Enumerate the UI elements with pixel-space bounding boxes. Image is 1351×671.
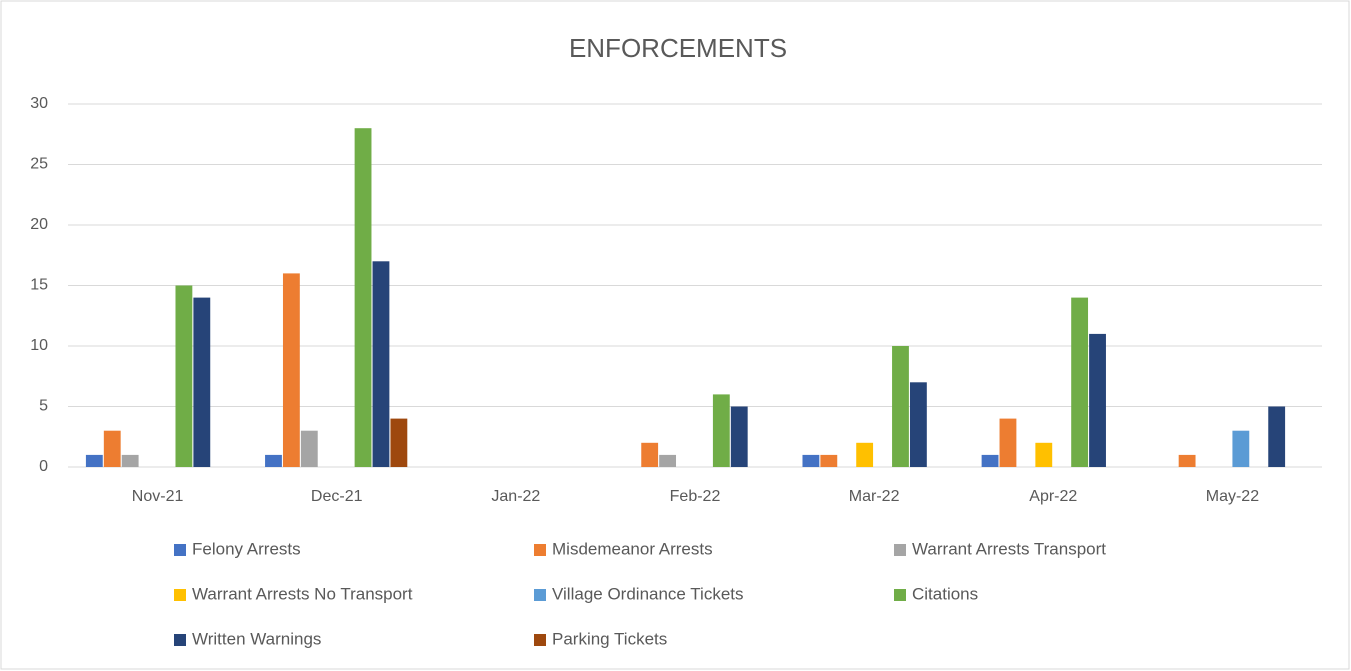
y-tick-label: 15 — [30, 277, 48, 294]
x-tick-label: May-22 — [1206, 488, 1259, 505]
x-tick-label: Mar-22 — [849, 488, 900, 505]
y-tick-label: 5 — [39, 398, 48, 415]
bar — [892, 346, 909, 467]
bar — [193, 297, 211, 467]
bar — [802, 454, 820, 467]
x-tick-label: Apr-22 — [1029, 488, 1077, 505]
legend-label: Warrant Arrests No Transport — [192, 584, 413, 603]
legend-swatch — [534, 634, 546, 646]
bar — [641, 442, 659, 467]
y-tick-label: 10 — [30, 337, 48, 354]
legend-swatch — [534, 589, 546, 601]
bar — [856, 442, 874, 467]
bar — [300, 430, 318, 467]
legend-label: Village Ordinance Tickets — [552, 584, 744, 603]
bar — [1071, 297, 1089, 467]
bar — [1232, 430, 1250, 467]
legend-label: Felony Arrests — [192, 539, 301, 558]
legend-swatch — [174, 634, 186, 646]
x-tick-label: Jan-22 — [491, 488, 540, 505]
bar — [712, 394, 730, 467]
legend-swatch — [534, 544, 546, 556]
bar — [999, 418, 1017, 467]
legend-swatch — [894, 544, 906, 556]
x-tick-label: Feb-22 — [670, 488, 721, 505]
bar — [390, 418, 408, 467]
bar — [282, 273, 300, 467]
y-tick-label: 0 — [39, 458, 48, 475]
bar — [981, 454, 999, 467]
legend-label: Written Warnings — [192, 629, 321, 648]
y-tick-label: 20 — [30, 216, 48, 233]
legend-label: Misdemeanor Arrests — [552, 539, 713, 558]
legend-swatch — [894, 589, 906, 601]
bar — [820, 454, 838, 467]
bar — [372, 261, 390, 467]
y-tick-label: 30 — [30, 95, 48, 112]
bar — [1178, 454, 1196, 467]
bar — [354, 128, 372, 467]
y-tick-label: 25 — [30, 156, 48, 173]
x-tick-label: Dec-21 — [311, 488, 363, 505]
bar — [1268, 406, 1286, 467]
bar — [265, 454, 282, 467]
legend-label: Citations — [912, 584, 978, 603]
bar — [1035, 442, 1053, 467]
x-tick-label: Nov-21 — [132, 488, 184, 505]
bar — [121, 454, 139, 467]
chart-title: ENFORCEMENTS — [569, 33, 787, 63]
bar — [85, 454, 103, 467]
bar — [103, 430, 121, 467]
legend-swatch — [174, 589, 186, 601]
bar — [659, 454, 677, 467]
bar — [909, 382, 927, 467]
bar — [175, 285, 193, 467]
bar — [730, 406, 748, 467]
legend-label: Warrant Arrests Transport — [912, 539, 1106, 558]
bar — [1089, 333, 1106, 467]
legend-swatch — [174, 544, 186, 556]
legend-label: Parking Tickets — [552, 629, 667, 648]
